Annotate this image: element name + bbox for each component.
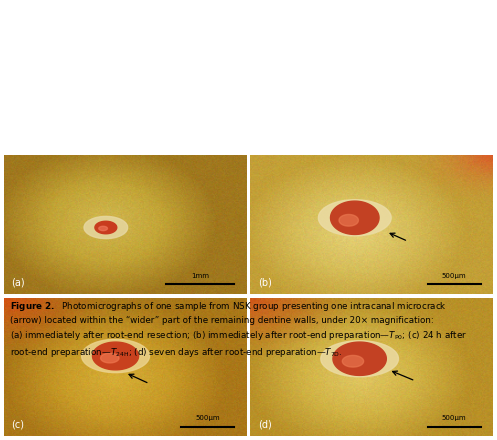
- Polygon shape: [92, 342, 139, 370]
- Polygon shape: [100, 353, 119, 363]
- Polygon shape: [333, 342, 386, 375]
- Text: (d): (d): [258, 419, 271, 429]
- Polygon shape: [339, 214, 358, 226]
- Polygon shape: [84, 216, 128, 238]
- Polygon shape: [95, 221, 117, 234]
- Polygon shape: [319, 200, 391, 236]
- Polygon shape: [342, 356, 364, 367]
- Text: (b): (b): [258, 277, 272, 287]
- Text: 500μm: 500μm: [442, 415, 467, 421]
- Polygon shape: [321, 341, 399, 377]
- Text: 1mm: 1mm: [191, 273, 209, 279]
- Text: 500μm: 500μm: [195, 415, 220, 421]
- Polygon shape: [82, 339, 150, 373]
- Polygon shape: [99, 226, 107, 231]
- Text: (c): (c): [11, 419, 24, 429]
- Text: (a): (a): [11, 277, 25, 287]
- Text: $\bf{Figure\ 2.}$  Photomicrographs of one sample from NSK group presenting one : $\bf{Figure\ 2.}$ Photomicrographs of on…: [10, 300, 467, 359]
- Text: 500μm: 500μm: [442, 273, 467, 279]
- Polygon shape: [331, 201, 379, 235]
